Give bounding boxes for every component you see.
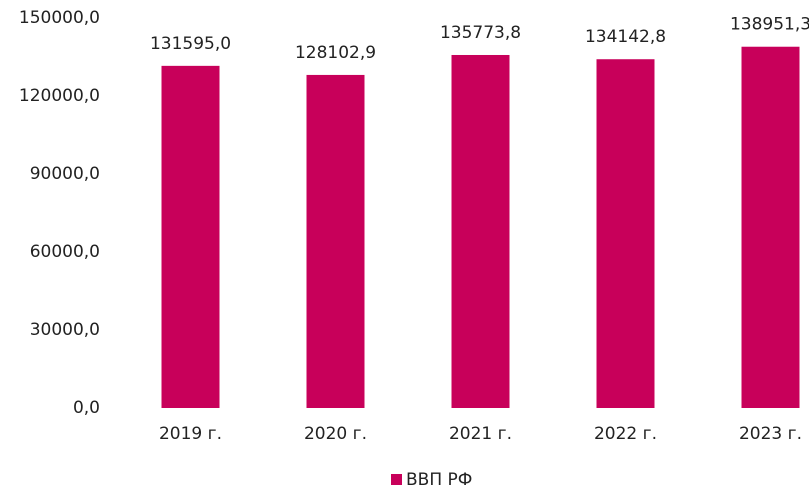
x-tick-label: 2021 г.	[449, 424, 512, 444]
legend-swatch	[391, 474, 402, 485]
y-tick-label: 120000,0	[19, 86, 100, 106]
bar	[741, 46, 800, 408]
legend-label: ВВП РФ	[406, 470, 472, 490]
value-label: 138951,3	[730, 15, 809, 35]
x-tick-label: 2023 г.	[739, 424, 802, 444]
bar	[596, 59, 655, 408]
y-tick-label: 150000,0	[19, 8, 100, 28]
value-label: 134142,8	[585, 27, 666, 47]
x-tick-label: 2022 г.	[594, 424, 657, 444]
y-tick-label: 60000,0	[30, 242, 100, 262]
value-label: 131595,0	[150, 34, 231, 54]
value-label: 135773,8	[440, 23, 521, 43]
y-tick-label: 0,0	[73, 398, 100, 418]
bar	[306, 74, 365, 408]
x-tick-label: 2019 г.	[159, 424, 222, 444]
y-tick-label: 90000,0	[30, 164, 100, 184]
bar	[451, 54, 510, 408]
x-tick-label: 2020 г.	[304, 424, 367, 444]
value-label: 128102,9	[295, 43, 376, 63]
bar	[161, 65, 220, 408]
y-tick-label: 30000,0	[30, 320, 100, 340]
